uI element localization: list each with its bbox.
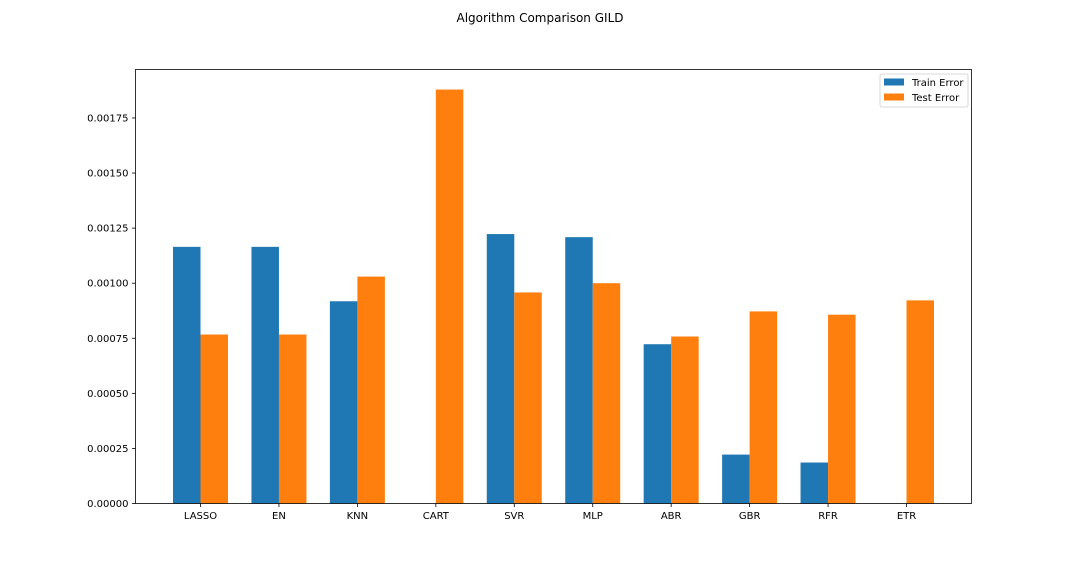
x-tick-label: CART — [423, 511, 450, 522]
y-tick-label: 0.00075 — [87, 334, 128, 345]
legend-swatch-train-error — [884, 78, 904, 86]
bar-test-error-mlp — [592, 283, 621, 504]
x-tick-label: GBR — [739, 511, 761, 522]
axes-layer: 0.00000 0.00025 0.00050 0.00075 0.00100 0.001… — [87, 69, 972, 522]
bar-train-error-svr — [486, 234, 515, 504]
chart-title: Algorithm Comparison GILD — [456, 11, 623, 25]
bar-test-error-lasso — [200, 334, 228, 504]
y-tick-label: 0.00125 — [87, 224, 128, 235]
x-tick-label: SVR — [504, 511, 524, 522]
legend: Train Error Test Error — [879, 73, 969, 108]
y-tick-label: 0.00025 — [87, 444, 128, 455]
x-tick-label: EN — [272, 511, 286, 522]
bar-train-error-lasso — [173, 246, 201, 504]
bar-train-error-en — [251, 246, 279, 504]
bar-test-error-gbr — [749, 311, 778, 504]
bar-test-error-abr — [671, 336, 699, 504]
bar-train-error-rfr — [800, 462, 829, 504]
bar-test-error-etr — [906, 300, 934, 504]
y-tick-label: 0.00150 — [87, 169, 128, 180]
legend-label-test-error: Test Error — [911, 93, 960, 104]
bars-layer — [173, 89, 934, 504]
bar-test-error-svr — [514, 292, 542, 504]
bar-train-error-mlp — [565, 237, 593, 504]
bar-train-error-abr — [643, 344, 672, 504]
y-tick-label: 0.00100 — [87, 279, 128, 290]
y-tick-label: 0.00000 — [87, 499, 128, 510]
bar-test-error-cart — [435, 89, 464, 504]
axes-frame — [135, 69, 972, 504]
x-tick-label: MLP — [583, 511, 603, 522]
bar-test-error-knn — [357, 276, 385, 504]
x-tick-label: KNN — [347, 511, 369, 522]
x-tick-label: ABR — [661, 511, 682, 522]
x-tick-label: RFR — [818, 511, 838, 522]
bar-test-error-en — [278, 334, 307, 504]
legend-swatch-test-error — [884, 93, 904, 101]
x-tick-label: LASSO — [184, 511, 217, 522]
legend-label-train-error: Train Error — [911, 78, 964, 89]
bar-train-error-knn — [329, 301, 358, 504]
y-tick-label: 0.00050 — [87, 389, 128, 400]
x-tick-label: ETR — [897, 511, 916, 522]
y-tick-label: 0.00175 — [87, 113, 128, 124]
bar-test-error-rfr — [828, 314, 856, 504]
bar-train-error-gbr — [722, 454, 750, 504]
